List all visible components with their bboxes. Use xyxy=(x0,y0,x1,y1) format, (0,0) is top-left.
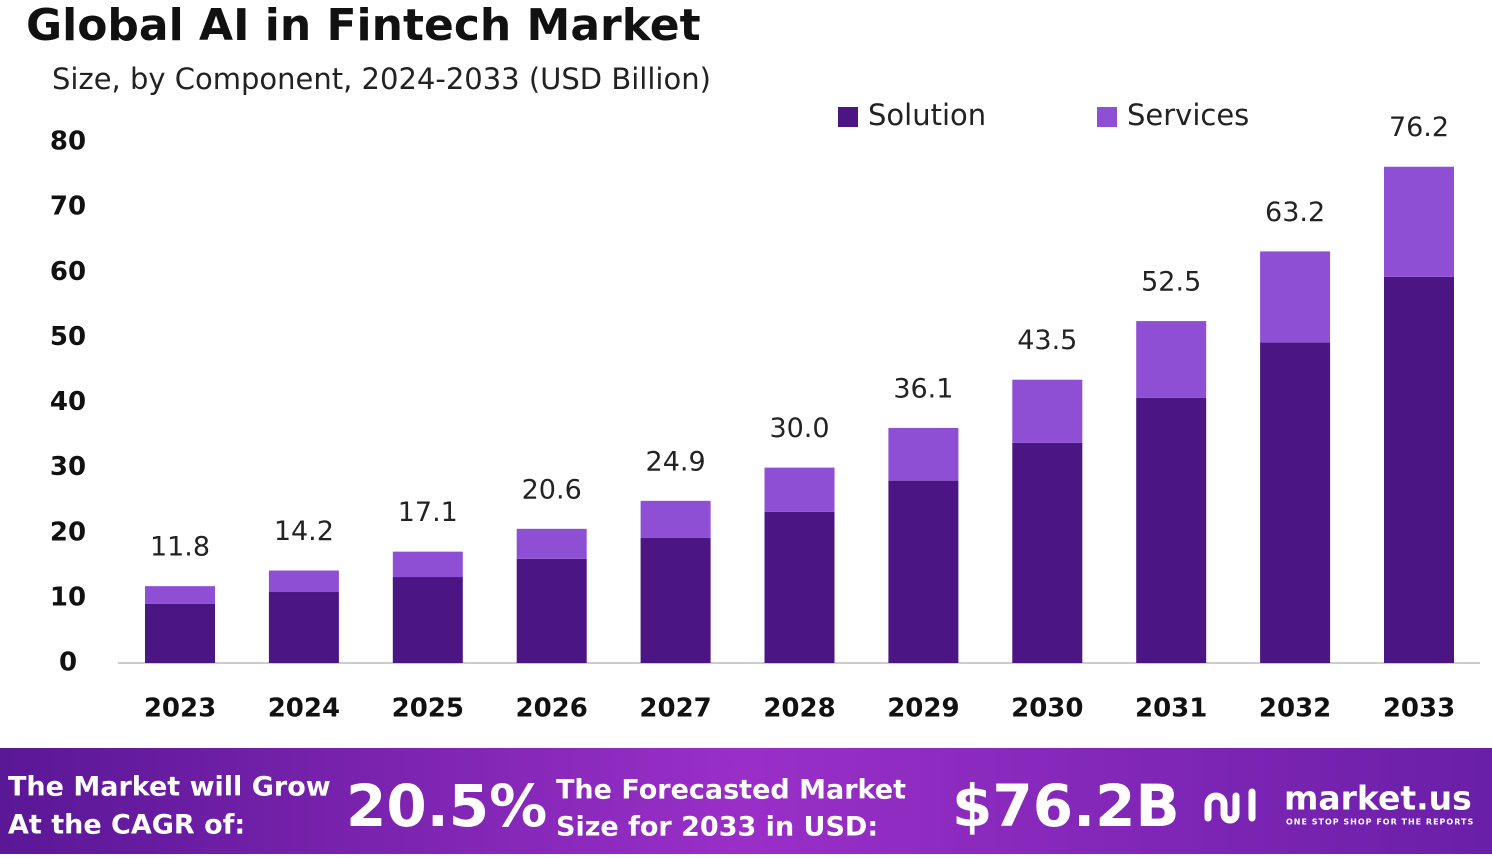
legend-swatch xyxy=(838,107,858,127)
total-label: 43.5 xyxy=(1017,325,1077,356)
legend-label: Solution xyxy=(868,98,986,132)
forecast-text: The Forecasted Market xyxy=(556,775,906,806)
cagr-value: 20.5% xyxy=(346,772,547,840)
bar-segment xyxy=(145,603,215,663)
bar-segment xyxy=(888,480,959,663)
x-tick-label: 2026 xyxy=(516,694,588,724)
forecast-text: Size for 2033 in USD: xyxy=(556,812,878,843)
x-tick-label: 2031 xyxy=(1135,694,1207,724)
bar-segment xyxy=(268,592,339,663)
x-tick-label: 2030 xyxy=(1011,694,1083,724)
chart-subtitle: Size, by Component, 2024-2033 (USD Billi… xyxy=(52,62,711,96)
chart-title: Global AI in Fintech Market xyxy=(26,0,701,51)
x-tick-label: 2027 xyxy=(639,694,711,724)
y-tick-label: 60 xyxy=(50,257,86,287)
y-tick-label: 50 xyxy=(50,322,86,352)
legend-swatch xyxy=(1097,107,1117,127)
bar-segment xyxy=(392,577,463,663)
bar-segment xyxy=(640,500,711,538)
y-tick-label: 70 xyxy=(50,192,86,222)
y-tick-label: 40 xyxy=(50,387,86,417)
bar-segment xyxy=(1260,342,1331,663)
bar-segment xyxy=(516,558,587,663)
bar-segment xyxy=(640,537,711,663)
total-label: 17.1 xyxy=(398,497,458,528)
y-tick-label: 30 xyxy=(50,452,86,482)
bar-segment xyxy=(1260,251,1331,343)
forecast-value: $76.2B xyxy=(952,772,1180,840)
total-label: 11.8 xyxy=(150,532,210,563)
bar-segment xyxy=(516,528,587,559)
cagr-text: The Market will Grow xyxy=(8,772,331,803)
total-label: 20.6 xyxy=(522,474,582,505)
total-label: 63.2 xyxy=(1265,197,1325,228)
total-label: 36.1 xyxy=(893,373,953,404)
total-label: 30.0 xyxy=(769,413,829,444)
bar-segment xyxy=(1136,321,1207,398)
x-tick-label: 2025 xyxy=(392,694,464,724)
y-tick-label: 0 xyxy=(59,648,77,678)
bar-segment xyxy=(1012,442,1083,663)
brand-logo xyxy=(1204,788,1256,824)
bar-segment xyxy=(1384,166,1454,277)
bar-segment xyxy=(1384,276,1454,663)
legend-label: Services xyxy=(1127,98,1249,132)
x-tick-label: 2029 xyxy=(887,694,959,724)
y-tick-label: 80 xyxy=(50,127,86,157)
total-label: 14.2 xyxy=(274,516,334,547)
bar-segment xyxy=(145,586,215,604)
y-tick-label: 20 xyxy=(50,517,86,547)
x-tick-label: 2024 xyxy=(268,694,340,724)
bar-segment xyxy=(764,511,835,663)
bar-segment xyxy=(1012,379,1083,443)
total-label: 76.2 xyxy=(1389,112,1449,143)
x-tick-label: 2023 xyxy=(144,694,216,724)
bar-segment xyxy=(888,427,959,481)
footer-banner xyxy=(0,748,1492,854)
bar-segment xyxy=(1136,397,1207,663)
bar-segment xyxy=(392,551,463,578)
total-label: 24.9 xyxy=(646,446,706,477)
x-tick-label: 2028 xyxy=(763,694,835,724)
x-tick-label: 2032 xyxy=(1259,694,1331,724)
bar-segment xyxy=(268,570,339,593)
x-tick-label: 2033 xyxy=(1383,694,1455,724)
bar-segment xyxy=(764,467,835,512)
brand-name: market.us xyxy=(1284,779,1472,818)
brand-tagline: ONE STOP SHOP FOR THE REPORTS xyxy=(1286,818,1474,827)
total-label: 52.5 xyxy=(1141,267,1201,298)
y-tick-label: 10 xyxy=(50,582,86,612)
cagr-text: At the CAGR of: xyxy=(8,810,245,841)
